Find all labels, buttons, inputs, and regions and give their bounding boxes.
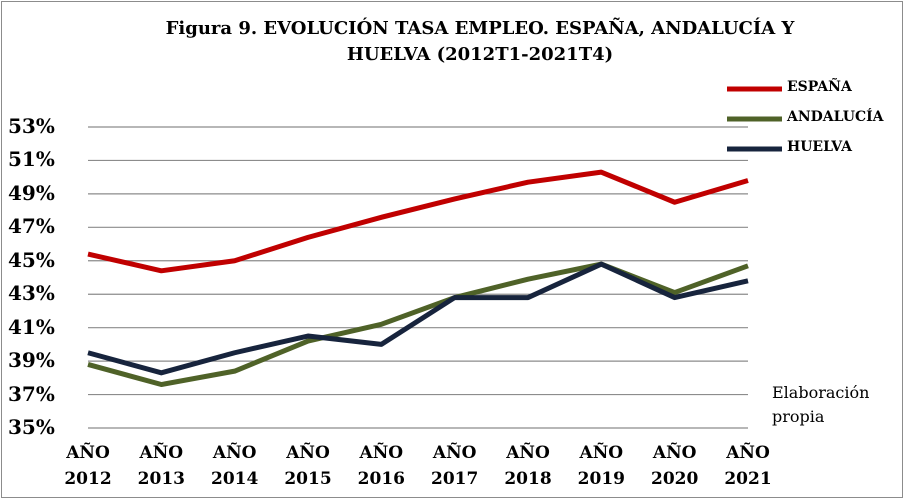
- x-tick-label: AÑO 2015: [284, 443, 332, 489]
- series-line: [87, 169, 749, 274]
- legend-label: HUELVA: [787, 139, 852, 155]
- x-tick-label: AÑO 2013: [137, 443, 185, 489]
- x-tick-label: AÑO 2021: [724, 443, 772, 489]
- x-tick-label: AÑO 2017: [430, 443, 479, 489]
- x-tick-label: AÑO 2012: [64, 443, 112, 489]
- annotation: Elaboración propia: [772, 383, 870, 426]
- y-tick-label: 35%: [8, 415, 55, 439]
- x-tick-label: AÑO 2018: [504, 443, 552, 489]
- legend-label: ESPAÑA: [787, 79, 852, 95]
- x-tick-label: AÑO 2020: [650, 443, 699, 489]
- y-tick-label: 53%: [8, 114, 55, 138]
- y-tick-label: 39%: [8, 348, 55, 373]
- x-tick-label: AÑO 2016: [357, 443, 405, 489]
- x-tick-label: AÑO 2014: [210, 443, 259, 489]
- chart-title: Figura 9. EVOLUCIÓN TASA EMPLEO. ESPAÑA,…: [165, 18, 795, 65]
- y-tick-label: 47%: [8, 214, 55, 239]
- x-tick-label: AÑO 2019: [577, 443, 625, 489]
- y-tick-label: 41%: [8, 314, 55, 339]
- y-tick-label: 45%: [8, 247, 55, 272]
- y-tick-label: 51%: [8, 147, 55, 172]
- legend-label: ANDALUCÍA: [787, 109, 884, 125]
- y-tick-label: 37%: [8, 381, 55, 406]
- y-tick-label: 43%: [8, 281, 55, 306]
- y-tick-label: 49%: [8, 180, 55, 205]
- series-line: [87, 261, 749, 376]
